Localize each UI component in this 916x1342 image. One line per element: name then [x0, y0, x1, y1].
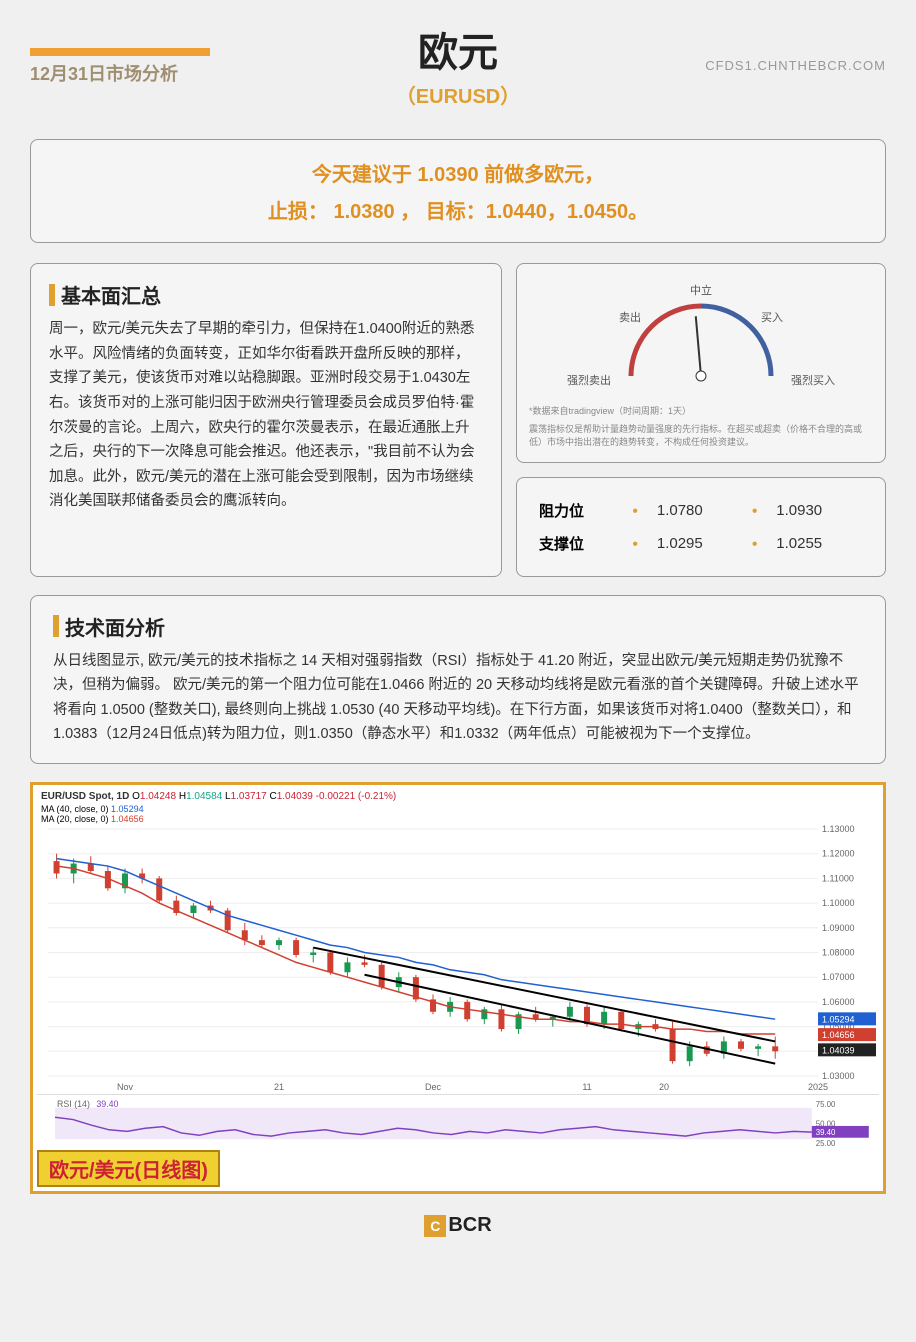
svg-text:11: 11: [582, 1082, 591, 1092]
svg-text:39.40: 39.40: [816, 1128, 836, 1137]
svg-text:1.09000: 1.09000: [822, 923, 855, 933]
svg-text:1.10000: 1.10000: [822, 898, 855, 908]
svg-text:强烈卖出: 强烈卖出: [567, 373, 611, 387]
bullet-icon: ●: [632, 505, 638, 516]
levels-panel: 阻力位 ● 1.0780 ● 1.0930 支撑位 ● 1.0295 ● 1.0…: [516, 477, 886, 577]
svg-text:1.04039: 1.04039: [822, 1045, 855, 1055]
svg-text:1.13000: 1.13000: [822, 824, 855, 834]
svg-text:Dec: Dec: [425, 1082, 442, 1092]
fundamentals-header: 基本面汇总: [49, 280, 483, 309]
ma20-legend: MA (20, close, 0) 1.04656: [37, 814, 879, 824]
fundamentals-title: 基本面汇总: [61, 280, 161, 309]
recommendation-line2: 止损： 1.0380 ， 目标：1.0440，1.0450。: [51, 195, 865, 224]
svg-text:1.03000: 1.03000: [822, 1071, 855, 1081]
right-column: 强烈卖出 卖出 中立买入强烈买入 *数据来自tradingview（时间周期：1天）…: [516, 263, 886, 577]
technical-panel: 技术面分析 从日线图显示, 欧元/美元的技术指标之 14 天相对强弱指数（RSI…: [30, 595, 886, 765]
support-value-1: 1.0295: [653, 527, 748, 560]
bullet-icon: ●: [752, 538, 758, 549]
svg-text:2025: 2025: [808, 1082, 828, 1092]
bullet-icon: ●: [752, 505, 758, 516]
svg-text:买入: 买入: [761, 311, 783, 324]
svg-text:1.11000: 1.11000: [822, 873, 854, 883]
gauge-caption1: *数据来自tradingview（时间周期：1天）: [529, 405, 873, 419]
svg-text:强烈买入: 强烈买入: [791, 373, 835, 387]
resistance-value-2: 1.0930: [772, 494, 867, 527]
resistance-value-1: 1.0780: [653, 494, 748, 527]
analysis-date: 12月31日市场分析: [30, 60, 396, 86]
brand-logo: C BCR: [424, 1214, 491, 1237]
support-label: 支撑位: [535, 527, 628, 560]
accent-mark-icon: [49, 284, 55, 306]
svg-text:25.00: 25.00: [816, 1139, 836, 1148]
header-left: 12月31日市场分析: [30, 20, 396, 86]
sentiment-gauge: 强烈卖出 卖出 中立买入强烈买入: [529, 276, 873, 396]
page-header: 12月31日市场分析 欧元 （EURUSD） CFDS1.CHNTHEBCR.C…: [0, 0, 916, 119]
recommendation-box: 今天建议于 1.0390 前做多欧元， 止损： 1.0380 ， 目标：1.04…: [30, 139, 886, 243]
svg-text:1.12000: 1.12000: [822, 849, 855, 859]
fundamentals-body: 周一，欧元/美元失去了早期的牵引力，但保持在1.0400附近的熟悉水平。风险情绪…: [49, 317, 483, 514]
svg-text:中立: 中立: [690, 283, 712, 297]
svg-text:RSI (14): RSI (14): [57, 1099, 90, 1109]
svg-text:75.00: 75.00: [816, 1100, 836, 1109]
svg-text:1.06000: 1.06000: [822, 997, 855, 1007]
accent-bar: [30, 48, 210, 56]
chart-title-label: 欧元/美元(日线图): [37, 1150, 220, 1187]
levels-table: 阻力位 ● 1.0780 ● 1.0930 支撑位 ● 1.0295 ● 1.0…: [535, 494, 867, 560]
fundamentals-panel: 基本面汇总 周一，欧元/美元失去了早期的牵引力，但保持在1.0400附近的熟悉水…: [30, 263, 502, 577]
resistance-label: 阻力位: [535, 494, 628, 527]
logo-icon: C: [424, 1215, 446, 1237]
svg-text:1.08000: 1.08000: [822, 948, 855, 958]
chart-ticker: EUR/USD Spot, 1D: [41, 791, 129, 802]
bullet-icon: ●: [632, 538, 638, 549]
gauge-caption2: 震荡指标仅是帮助计量趋势动量强度的先行指标。在超买或超卖（价格不合理的高或低）市…: [529, 423, 873, 450]
svg-text:1.07000: 1.07000: [822, 972, 855, 982]
page-title: 欧元: [396, 20, 520, 78]
svg-text:1.05294: 1.05294: [822, 1014, 855, 1024]
brand-text: BCR: [448, 1214, 491, 1237]
ma40-legend: MA (40, close, 0) 1.05294: [37, 804, 879, 814]
symbol-subtitle: （EURUSD）: [396, 80, 520, 109]
footer: C BCR: [0, 1194, 916, 1257]
candlestick-chart: 1.030001.040001.050001.060001.070001.080…: [37, 824, 879, 1094]
header-center: 欧元 （EURUSD）: [396, 20, 520, 109]
site-url: CFDS1.CHNTHEBCR.COM: [520, 20, 886, 73]
svg-text:Nov: Nov: [117, 1082, 134, 1092]
svg-text:卖出: 卖出: [619, 310, 641, 324]
svg-text:21: 21: [274, 1082, 284, 1092]
price-chart-panel: EUR/USD Spot, 1D O1.04248 H1.04584 L1.03…: [30, 782, 886, 1194]
svg-text:1.04656: 1.04656: [822, 1030, 855, 1040]
resistance-row: 阻力位 ● 1.0780 ● 1.0930: [535, 494, 867, 527]
technical-header: 技术面分析: [53, 612, 863, 641]
support-row: 支撑位 ● 1.0295 ● 1.0255: [535, 527, 867, 560]
technical-body: 从日线图显示, 欧元/美元的技术指标之 14 天相对强弱指数（RSI）指标处于 …: [53, 649, 863, 748]
accent-mark-icon: [53, 615, 59, 637]
chart-ohlc: O1.04248 H1.04584 L1.03717 C1.04039 -0.0…: [132, 791, 396, 802]
support-value-2: 1.0255: [772, 527, 867, 560]
technical-title: 技术面分析: [65, 612, 165, 641]
rsi-chart: RSI (14) 39.4075.0050.0039.4025.0039.40: [37, 1094, 879, 1152]
mid-row: 基本面汇总 周一，欧元/美元失去了早期的牵引力，但保持在1.0400附近的熟悉水…: [30, 263, 886, 577]
chart-header: EUR/USD Spot, 1D O1.04248 H1.04584 L1.03…: [37, 789, 879, 804]
svg-text:20: 20: [659, 1082, 669, 1092]
sentiment-gauge-panel: 强烈卖出 卖出 中立买入强烈买入 *数据来自tradingview（时间周期：1天）…: [516, 263, 886, 463]
svg-text:39.40: 39.40: [96, 1099, 118, 1109]
recommendation-line1: 今天建议于 1.0390 前做多欧元，: [51, 158, 865, 187]
